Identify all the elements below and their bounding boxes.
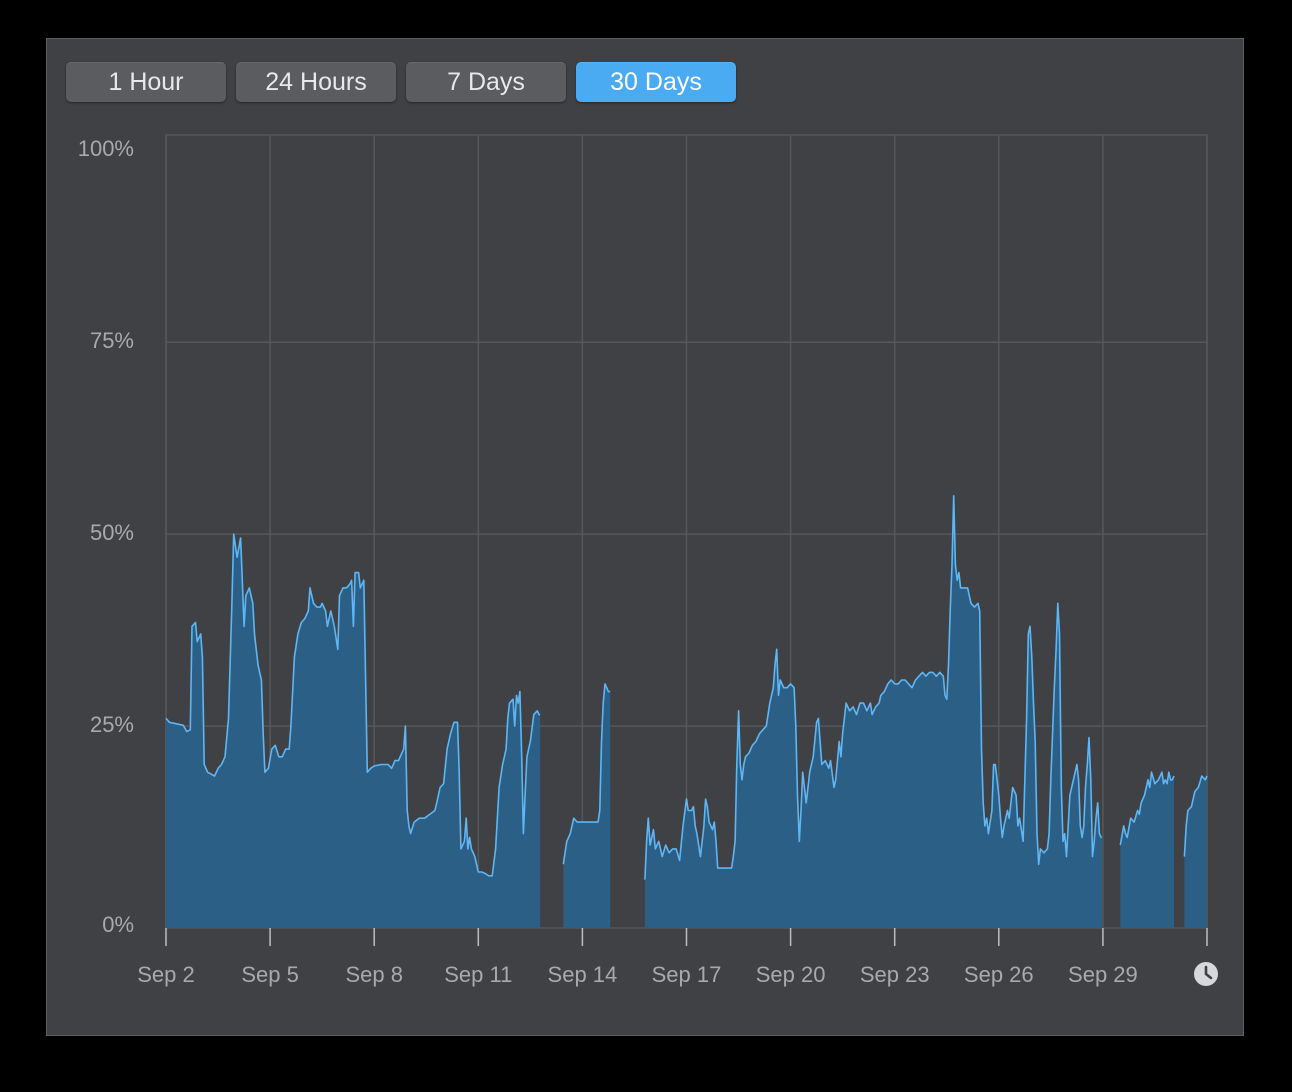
series-line	[165, 533, 541, 877]
x-tick-label: Sep 8	[345, 962, 403, 987]
y-tick-label: 0%	[102, 912, 134, 937]
tab-30-days[interactable]: 30 Days	[576, 62, 736, 102]
x-tick-label: Sep 17	[652, 962, 722, 987]
series-line	[1183, 775, 1208, 857]
y-tick-label: 25%	[90, 712, 134, 737]
y-tick-label: 50%	[90, 520, 134, 545]
chart-areas	[165, 495, 1208, 928]
y-tick-label: 75%	[90, 328, 134, 353]
x-tick-label: Sep 20	[756, 962, 826, 987]
x-tick-label: Sep 14	[548, 962, 618, 987]
x-axis-labels: Sep 2 Sep 5 Sep 8 Sep 11 Sep 14 Sep 17 Sep 20 S…	[137, 962, 1138, 987]
clock-icon[interactable]	[1194, 962, 1218, 986]
y-axis-labels: 100% 75% 50% 25% 0%	[78, 136, 134, 937]
series-area	[1120, 772, 1174, 928]
x-tick-label: Sep 26	[964, 962, 1034, 987]
x-tick-label: Sep 23	[860, 962, 930, 987]
series-area	[1184, 776, 1207, 928]
series-area	[563, 683, 611, 928]
series-line	[644, 495, 1102, 880]
series-line	[1119, 771, 1175, 846]
x-tick-label: Sep 2	[137, 962, 195, 987]
series-line	[562, 683, 611, 865]
tab-7-days[interactable]: 7 Days	[406, 62, 566, 102]
x-tick-label: Sep 11	[444, 962, 512, 987]
tab-24-hours[interactable]: 24 Hours	[236, 62, 396, 102]
series-area	[166, 534, 541, 928]
x-tick-label: Sep 5	[241, 962, 299, 987]
tab-1-hour[interactable]: 1 Hour	[66, 62, 226, 102]
x-tick-label: Sep 29	[1068, 962, 1138, 987]
y-tick-label: 100%	[78, 136, 134, 161]
